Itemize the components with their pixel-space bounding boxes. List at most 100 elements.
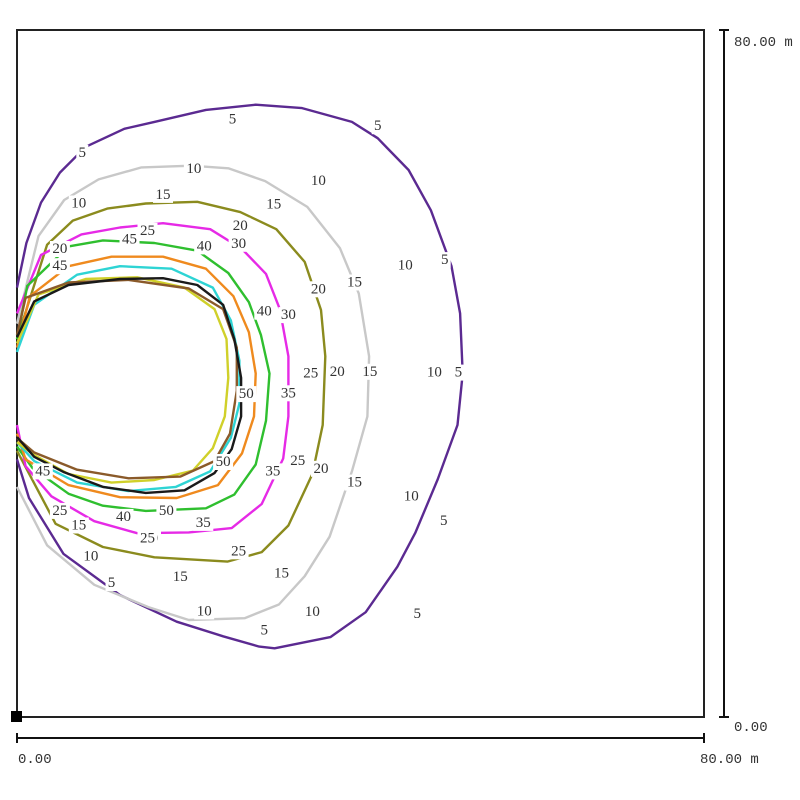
contour-label-50: 50 — [239, 386, 254, 402]
contour-label-background — [230, 217, 251, 234]
contour-label-background — [49, 258, 70, 275]
contour-label-25: 25 — [140, 530, 155, 546]
contour-label-background — [32, 463, 53, 480]
contour-label-background — [302, 604, 323, 621]
y-axis-start-label: 0.00 — [734, 720, 768, 736]
contour-label-background — [308, 173, 329, 190]
contour-label-background — [183, 161, 204, 178]
contour-label-45: 45 — [35, 463, 50, 479]
contour-line-15 — [15, 200, 327, 563]
contour-label-background — [311, 460, 331, 477]
contour-label-background — [424, 364, 445, 381]
contour-label-35: 35 — [265, 463, 280, 479]
contour-label-background — [327, 363, 348, 380]
contour-label-background — [49, 502, 70, 519]
contour-label-50: 50 — [216, 454, 231, 470]
contour-label-background — [359, 363, 380, 380]
contour-line-40 — [15, 276, 230, 484]
contour-label-15: 15 — [347, 475, 362, 491]
contour-label-background — [263, 196, 284, 213]
contour-label-background — [68, 517, 89, 534]
contour-label-background — [156, 502, 177, 519]
contour-label-5: 5 — [79, 145, 87, 161]
contour-label-background — [401, 488, 422, 505]
contour-label-50: 50 — [159, 503, 174, 519]
contour-label-background — [105, 575, 118, 591]
contour-label-10: 10 — [83, 548, 98, 564]
contour-label-background — [437, 513, 450, 530]
contour-line-30 — [15, 255, 257, 500]
contour-label-35: 35 — [281, 385, 296, 401]
contour-label-15: 15 — [173, 569, 188, 585]
contour-label-15: 15 — [274, 566, 289, 582]
contour-label-background — [300, 365, 321, 382]
contour-label-background — [271, 565, 292, 582]
contour-label-background — [262, 463, 283, 480]
contour-label-10: 10 — [311, 173, 326, 189]
contour-label-25: 25 — [140, 223, 155, 239]
contour-label-background — [194, 603, 215, 620]
contour-line-10 — [15, 164, 371, 622]
contour-label-10: 10 — [305, 604, 320, 620]
contour-line-5 — [15, 103, 464, 650]
contour-label-background — [153, 186, 173, 203]
contour-label-5: 5 — [261, 622, 269, 638]
contour-label-background — [278, 385, 299, 402]
contour-label-background — [371, 118, 384, 135]
contour-label-background — [170, 569, 191, 585]
contour-label-background — [76, 144, 89, 161]
contour-label-15: 15 — [156, 187, 171, 203]
contour-label-40: 40 — [116, 509, 131, 525]
contour-label-background — [228, 543, 249, 560]
x-axis-end-label: 80.00 m — [700, 752, 759, 768]
contour-label-10: 10 — [398, 257, 413, 273]
contour-label-background — [226, 111, 239, 128]
contour-label-10: 10 — [186, 161, 201, 177]
contour-label-15: 15 — [347, 275, 362, 291]
contour-label-30: 30 — [281, 307, 296, 323]
contour-labels: 5 5 5 5 5 5 5 5 5 10 10 10 10 10 10 10 10 10 15 15 15 15 15 15 1… — [32, 111, 465, 639]
contour-label-background — [49, 241, 70, 257]
contour-label-5: 5 — [441, 252, 449, 268]
contour-label-background — [113, 508, 134, 525]
contour-label-background — [68, 195, 89, 212]
contour-label-5: 5 — [108, 575, 116, 591]
contour-label-background — [344, 474, 365, 491]
contour-label-background — [228, 235, 249, 252]
x-axis-start-label: 0.00 — [18, 752, 52, 768]
contour-label-background — [308, 281, 329, 298]
contour-label-background — [287, 453, 308, 470]
contour-label-background — [258, 622, 271, 639]
contour-label-10: 10 — [404, 488, 419, 504]
y-scale-bar: 80.00 m 0.00 — [719, 29, 793, 736]
contour-label-background — [278, 307, 299, 324]
contour-label-background — [119, 231, 140, 248]
contour-label-background — [137, 530, 158, 547]
contour-label-background — [137, 222, 158, 239]
x-scale-bar: 0.00 80.00 m — [16, 733, 759, 768]
contour-label-5: 5 — [440, 513, 448, 529]
contour-label-20: 20 — [233, 218, 248, 234]
contour-label-35: 35 — [196, 515, 211, 531]
contour-label-background — [193, 514, 214, 531]
contour-label-15: 15 — [362, 364, 377, 380]
contour-label-background — [80, 548, 101, 565]
contour-label-background — [213, 454, 234, 470]
contour-label-30: 30 — [231, 236, 246, 252]
origin-marker — [11, 711, 22, 722]
contour-label-background — [236, 386, 257, 403]
contour-label-25: 25 — [52, 503, 67, 519]
contour-label-45: 45 — [122, 232, 137, 248]
contour-label-25: 25 — [231, 543, 246, 559]
contour-label-40: 40 — [257, 304, 272, 320]
contour-label-5: 5 — [229, 111, 237, 127]
contour-label-5: 5 — [374, 118, 382, 134]
contour-label-45: 45 — [52, 258, 67, 274]
contour-label-20: 20 — [52, 241, 67, 257]
contour-label-15: 15 — [71, 518, 86, 534]
contour-label-20: 20 — [311, 281, 326, 297]
contour-label-20: 20 — [330, 364, 345, 380]
contour-label-15: 15 — [266, 196, 281, 212]
contour-label-25: 25 — [290, 453, 305, 469]
contour-label-5: 5 — [413, 606, 421, 622]
